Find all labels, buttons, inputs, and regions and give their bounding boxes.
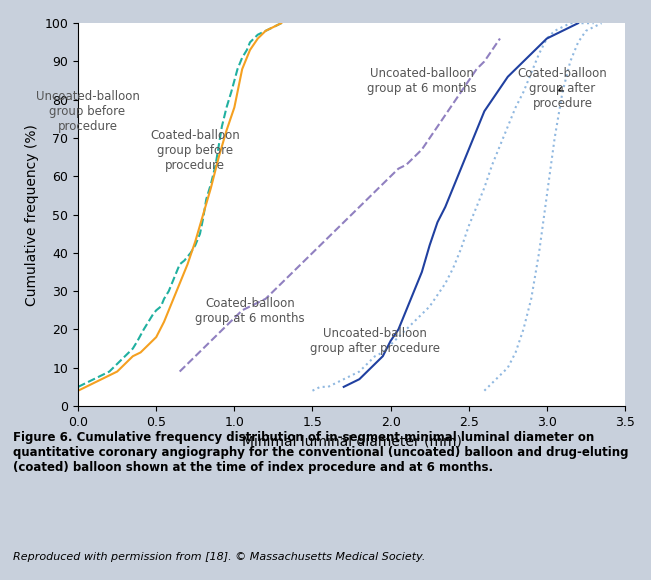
Text: Uncoated-balloon
group after procedure: Uncoated-balloon group after procedure <box>310 327 440 356</box>
Text: Reproduced with permission from [18]. © Massachusetts Medical Society.: Reproduced with permission from [18]. © … <box>13 552 425 562</box>
Y-axis label: Cumulative frequency (%): Cumulative frequency (%) <box>25 124 39 306</box>
Text: Coated-balloon
group before
procedure: Coated-balloon group before procedure <box>150 129 240 172</box>
Text: Uncoated-balloon
group before
procedure: Uncoated-balloon group before procedure <box>36 90 139 133</box>
Text: Coated-balloon
group at 6 months: Coated-balloon group at 6 months <box>195 297 305 325</box>
X-axis label: Minimal luminal diameter (mm): Minimal luminal diameter (mm) <box>242 434 462 448</box>
Text: Figure 6. Cumulative frequency distribution of in-segment minimal luminal diamet: Figure 6. Cumulative frequency distribut… <box>13 432 628 474</box>
Text: Coated-balloon
group after
procedure: Coated-balloon group after procedure <box>518 67 607 110</box>
Text: Uncoated-balloon
group at 6 months: Uncoated-balloon group at 6 months <box>367 67 477 95</box>
